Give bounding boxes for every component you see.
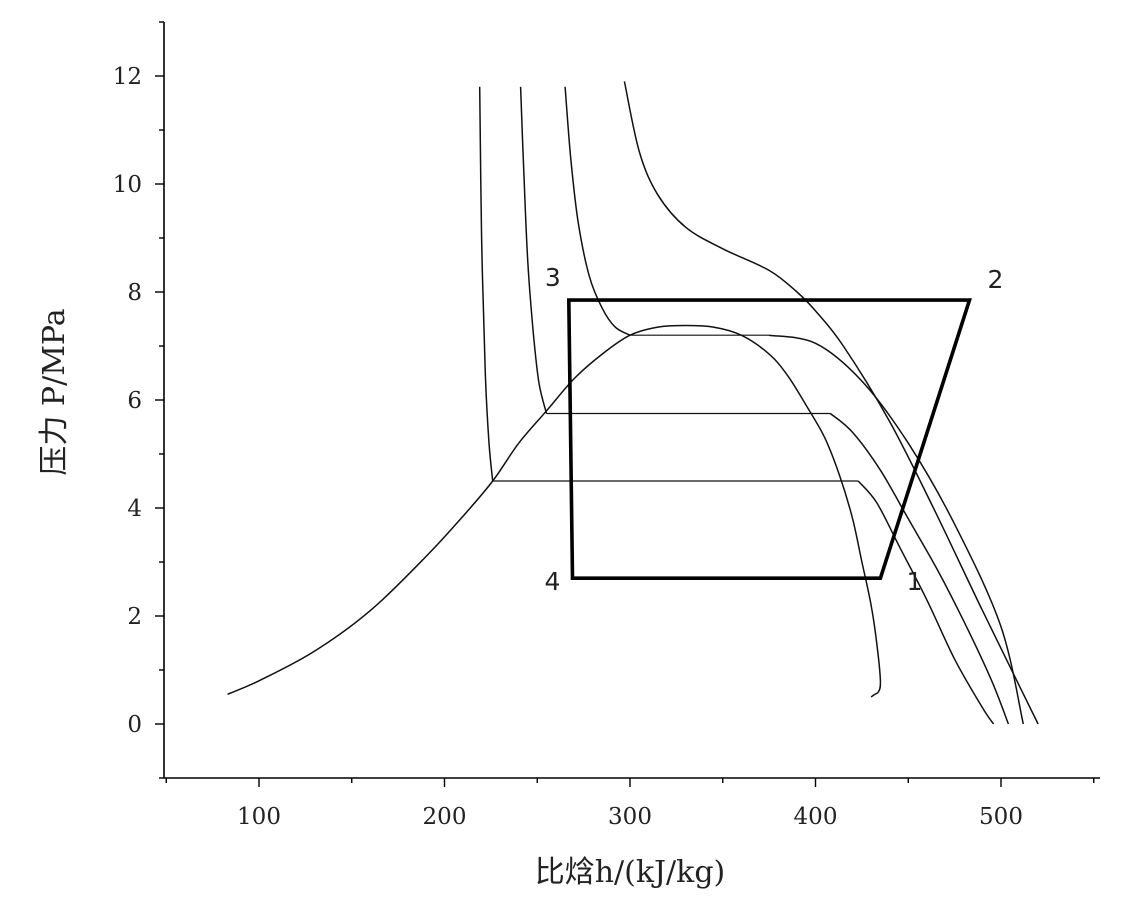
x-tick-label: 300 — [608, 804, 652, 830]
isotherm-1-right — [857, 480, 995, 725]
state-point-label-2: 2 — [988, 265, 1004, 294]
isotherm-2-left — [519, 86, 548, 414]
isotherm-3-left — [564, 86, 631, 336]
x-tick-label: 200 — [423, 804, 467, 830]
y-tick-label: 8 — [127, 280, 142, 306]
isotherm-3-right — [768, 334, 1025, 725]
point-labels: 1 2 3 4 — [545, 263, 1004, 596]
isotherm-1-left — [478, 86, 494, 482]
x-tick-label: 100 — [237, 804, 281, 830]
curves — [227, 81, 1039, 725]
y-tick-label: 12 — [113, 64, 142, 90]
state-point-label-3: 3 — [545, 263, 561, 292]
y-tick-label: 10 — [113, 172, 142, 198]
y-tick-label: 2 — [127, 604, 142, 630]
x-tick-label: 400 — [794, 804, 838, 830]
state-point-label-1: 1 — [906, 567, 922, 596]
y-tick-label: 0 — [127, 712, 142, 738]
y-tick-label: 6 — [127, 388, 142, 414]
state-point-label-4: 4 — [545, 567, 561, 596]
x-tick-label: 500 — [979, 804, 1023, 830]
saturation-dome — [227, 324, 882, 698]
y-axis-label: 压力 P/MPa — [37, 308, 72, 475]
x-axis-label: 比焓h/(kJ/kg) — [535, 855, 726, 890]
isotherm-4 — [623, 81, 1039, 725]
cycle-path — [566, 298, 972, 580]
y-tick-label: 4 — [127, 496, 142, 522]
axes — [163, 22, 1100, 779]
isotherm-2-right — [829, 412, 1010, 725]
